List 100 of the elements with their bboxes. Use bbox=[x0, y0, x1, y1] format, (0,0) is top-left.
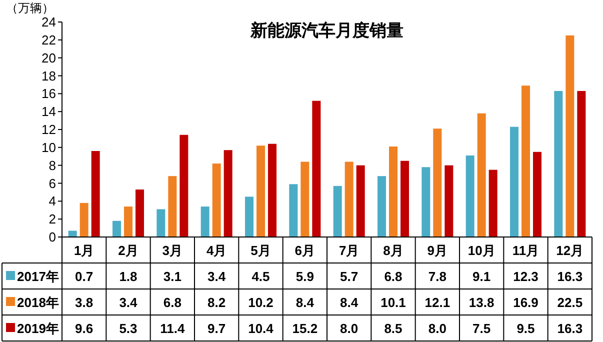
legend-label: 2017年 bbox=[17, 269, 59, 284]
data-label: 5.3 bbox=[119, 321, 138, 336]
bar bbox=[200, 206, 210, 237]
data-label: 8.4 bbox=[340, 295, 359, 310]
bar bbox=[344, 162, 354, 237]
data-label: 6.8 bbox=[384, 269, 402, 284]
data-label: 8.4 bbox=[296, 295, 315, 310]
y-tick-label: 20 bbox=[42, 50, 56, 66]
data-label: 16.9 bbox=[513, 295, 538, 310]
bar bbox=[554, 90, 563, 237]
y-tick-label: 10 bbox=[42, 140, 56, 155]
data-label: 1.8 bbox=[119, 269, 138, 284]
data-label: 4.5 bbox=[252, 269, 270, 284]
bar bbox=[510, 126, 518, 237]
y-tick-label: 4 bbox=[48, 194, 56, 209]
x-tick-label: 10月 bbox=[468, 243, 496, 258]
x-tick-label: 4月 bbox=[206, 243, 227, 258]
x-tick-label: 12月 bbox=[556, 243, 584, 258]
data-label: 12.3 bbox=[513, 269, 538, 284]
data-label: 8.0 bbox=[340, 321, 358, 336]
bar bbox=[333, 186, 342, 237]
bar bbox=[488, 170, 498, 237]
data-label: 3.8 bbox=[75, 295, 94, 310]
bar bbox=[156, 209, 166, 237]
y-tick-label: 18 bbox=[42, 68, 56, 84]
bar bbox=[112, 220, 121, 237]
bar bbox=[68, 230, 77, 237]
data-label: 15.2 bbox=[292, 321, 318, 336]
y-tick-label: 24 bbox=[42, 14, 56, 30]
y-tick-label: 14 bbox=[42, 104, 56, 120]
legend-label: 2019年 bbox=[17, 321, 59, 336]
legend-label: 2018年 bbox=[17, 295, 59, 310]
data-label: 12.1 bbox=[424, 295, 450, 310]
bar bbox=[268, 144, 276, 237]
data-label: 10.2 bbox=[248, 295, 274, 310]
bar bbox=[180, 134, 188, 237]
bar bbox=[256, 146, 265, 237]
data-label: 7.5 bbox=[472, 321, 491, 336]
chart-title: 新能源汽车月度销量 bbox=[250, 21, 404, 40]
x-tick-label: 1月 bbox=[74, 243, 94, 258]
data-label: 22.5 bbox=[557, 295, 583, 310]
y-tick-label: 2 bbox=[48, 212, 56, 227]
bar bbox=[289, 184, 298, 237]
data-label: 5.7 bbox=[340, 269, 358, 284]
bar bbox=[444, 165, 454, 237]
data-label: 3.1 bbox=[163, 269, 182, 284]
data-label: 9.1 bbox=[472, 269, 491, 284]
data-label: 9.6 bbox=[75, 321, 94, 336]
x-tick-label: 6月 bbox=[294, 243, 316, 258]
x-tick-label: 7月 bbox=[338, 243, 360, 258]
bar bbox=[378, 176, 386, 237]
data-label: 10.4 bbox=[248, 321, 274, 336]
bar bbox=[389, 146, 398, 237]
data-label: 7.8 bbox=[428, 269, 446, 284]
x-tick-label: 3月 bbox=[162, 243, 183, 258]
y-tick-label: 6 bbox=[48, 176, 56, 191]
y-tick-label: 0 bbox=[48, 230, 56, 244]
x-tick-label: 8月 bbox=[383, 243, 404, 258]
data-label: 3.4 bbox=[208, 269, 226, 284]
data-label: 5.9 bbox=[296, 269, 314, 284]
x-tick-label: 11月 bbox=[512, 243, 540, 258]
bar bbox=[566, 35, 574, 237]
data-label: 9.5 bbox=[516, 321, 535, 336]
data-label: 3.4 bbox=[119, 295, 138, 310]
data-label: 10.1 bbox=[380, 295, 406, 310]
x-tick-label: 2月 bbox=[118, 243, 138, 258]
bar bbox=[124, 206, 132, 237]
bar bbox=[80, 202, 88, 237]
data-label: 8.0 bbox=[428, 321, 446, 336]
data-label: 8.5 bbox=[384, 321, 402, 336]
bar bbox=[433, 128, 442, 237]
bar bbox=[224, 150, 232, 237]
bar bbox=[466, 155, 474, 237]
bar bbox=[168, 176, 177, 237]
bar bbox=[356, 165, 365, 237]
bar bbox=[422, 167, 430, 237]
bar bbox=[136, 190, 144, 237]
x-tick-label: 5月 bbox=[250, 243, 271, 258]
bar bbox=[477, 113, 486, 237]
y-tick-label: 12 bbox=[42, 122, 56, 137]
bar bbox=[245, 196, 254, 237]
bar bbox=[533, 152, 542, 237]
bar bbox=[212, 164, 221, 237]
bar bbox=[522, 86, 530, 237]
data-label: 16.3 bbox=[557, 269, 583, 284]
y-axis-title: （万辆） bbox=[6, 1, 54, 15]
y-tick-label: 8 bbox=[48, 158, 56, 173]
bar bbox=[91, 151, 100, 237]
bar bbox=[300, 162, 310, 237]
data-label: 9.7 bbox=[208, 321, 226, 336]
data-label: 6.8 bbox=[163, 295, 182, 310]
x-tick-label: 9月 bbox=[427, 243, 448, 258]
bar bbox=[312, 100, 321, 237]
data-label: 13.8 bbox=[468, 295, 494, 310]
y-tick-label: 22 bbox=[42, 32, 56, 48]
data-label: 11.4 bbox=[160, 321, 186, 336]
y-tick-label: 16 bbox=[42, 86, 56, 102]
data-label: 16.3 bbox=[557, 321, 583, 336]
data-label: 8.2 bbox=[208, 295, 226, 310]
bar bbox=[400, 160, 409, 237]
